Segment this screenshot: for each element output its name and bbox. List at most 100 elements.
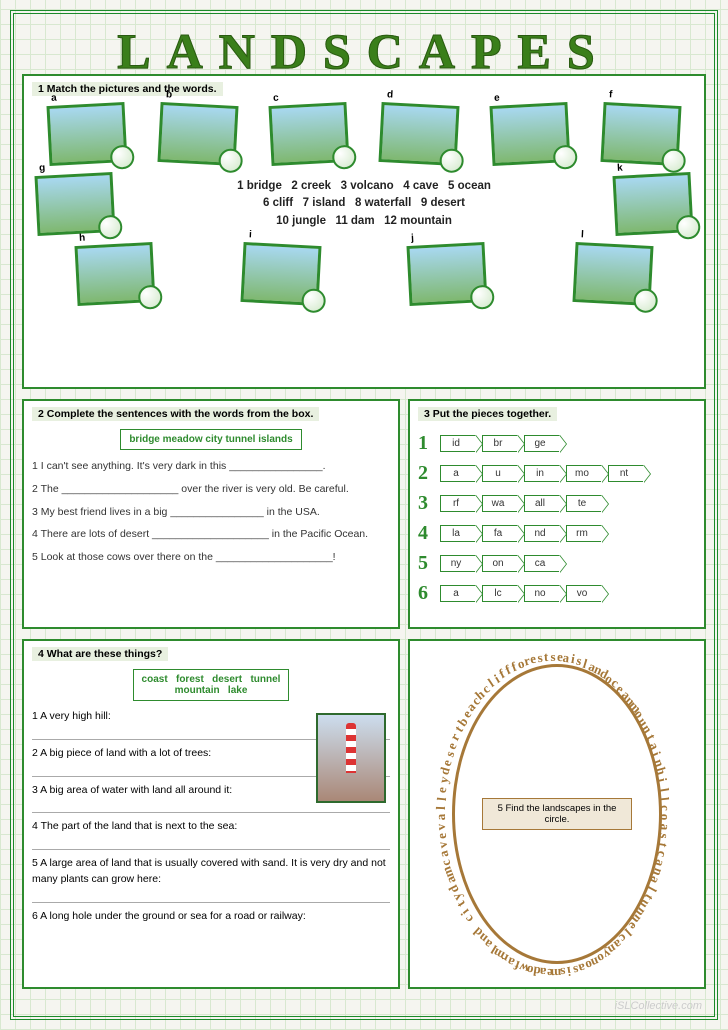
definition-clue[interactable]: 4 The part of the land that is next to t… <box>32 819 390 850</box>
thumb-h[interactable]: h <box>74 242 155 306</box>
s5-instruction: 5 Find the landscapes in the circle. <box>482 798 632 830</box>
piece-row: 2auinmont <box>418 462 696 485</box>
answer-circle[interactable] <box>470 284 495 309</box>
word-piece[interactable]: on <box>482 555 518 572</box>
s4-instruction: 4 What are these things? <box>32 647 168 661</box>
section-circle: seaislandoceanmountainhillcoastcanaltunn… <box>408 639 706 989</box>
circle-letter: e <box>434 832 451 840</box>
circle-letter: s <box>550 649 555 665</box>
word-piece[interactable]: nt <box>608 465 644 482</box>
circle-letter: e <box>434 785 451 793</box>
answer-circle[interactable] <box>110 145 135 170</box>
thumb-k[interactable]: k <box>612 172 693 236</box>
fill-sentence[interactable]: 5 Look at those cows over there on the _… <box>32 549 390 566</box>
answer-circle[interactable] <box>331 145 356 170</box>
word-piece[interactable]: ca <box>524 555 560 572</box>
word-piece[interactable]: a <box>440 585 476 602</box>
thumb-g[interactable]: g <box>34 172 115 236</box>
row-num: 3 <box>418 492 434 515</box>
word-piece[interactable]: in <box>524 465 560 482</box>
thumb-row-bottom: hijl <box>32 244 696 304</box>
word-piece[interactable]: la <box>440 525 476 542</box>
word-piece[interactable]: u <box>482 465 518 482</box>
section-complete: 2 Complete the sentences with the words … <box>22 399 400 629</box>
circle-letter: e <box>547 965 553 981</box>
word-piece[interactable]: te <box>566 495 602 512</box>
thumb-d[interactable]: d <box>379 102 460 166</box>
definition-clue[interactable]: 6 A long hole under the ground or sea fo… <box>32 909 390 939</box>
circle-letter: l <box>433 806 449 810</box>
piece-row: 5 nyonca <box>418 552 696 575</box>
row-num: 4 <box>418 522 434 545</box>
circle-letter: s <box>536 650 543 666</box>
thumb-b[interactable]: b <box>157 102 238 166</box>
word-piece[interactable]: no <box>524 585 560 602</box>
circle-letter: t <box>544 649 549 665</box>
s3-instruction: 3 Put the pieces together. <box>418 407 557 421</box>
piece-row: 4 lafandrm <box>418 522 696 545</box>
answer-circle[interactable] <box>138 284 163 309</box>
word-piece[interactable]: a <box>440 465 476 482</box>
answer-circle[interactable] <box>633 288 658 313</box>
word-piece[interactable]: rf <box>440 495 476 512</box>
piece-row: 6alcnovo <box>418 582 696 605</box>
piece-row: 1 idbrge <box>418 432 696 455</box>
piece-row: 3 rfwaallte <box>418 492 696 515</box>
word-piece[interactable]: all <box>524 495 560 512</box>
section-pieces: 3 Put the pieces together. 1idbrge2auinm… <box>408 399 706 629</box>
answer-circle[interactable] <box>676 214 701 239</box>
word-piece[interactable]: vo <box>566 585 602 602</box>
s2-instruction: 2 Complete the sentences with the words … <box>32 407 319 421</box>
word-piece[interactable]: wa <box>482 495 518 512</box>
section-definitions: 4 What are these things? coast forest de… <box>22 639 400 989</box>
word-piece[interactable]: br <box>482 435 518 452</box>
circle-letter: a <box>656 823 672 831</box>
thumb-c[interactable]: c <box>268 102 349 166</box>
word-piece[interactable]: nd <box>524 525 560 542</box>
s2-wordbox: bridge meadow city tunnel islands <box>120 429 301 450</box>
page-title: LANDSCAPES <box>22 22 706 80</box>
answer-circle[interactable] <box>301 288 326 313</box>
fill-sentence[interactable]: 1 I can't see anything. It's very dark i… <box>32 458 390 475</box>
word-piece[interactable]: lc <box>482 585 518 602</box>
fill-sentence[interactable]: 3 My best friend lives in a big ________… <box>32 504 390 521</box>
lighthouse-image <box>316 713 386 803</box>
row-num: 1 <box>418 432 434 455</box>
circle-letter: a <box>562 650 570 667</box>
fill-sentence[interactable]: 4 There are lots of desert _____________… <box>32 526 390 543</box>
thumb-row-top: abcdef <box>32 104 696 164</box>
thumb-e[interactable]: e <box>489 102 570 166</box>
fill-sentence[interactable]: 2 The ____________________ over the rive… <box>32 481 390 498</box>
word-piece[interactable]: id <box>440 435 476 452</box>
thumb-l[interactable]: l <box>572 242 653 306</box>
circle-letter: i <box>566 963 572 979</box>
section-match: 1 Match the pictures and the words. abcd… <box>22 74 706 389</box>
circle-letter: l <box>656 796 672 801</box>
thumb-i[interactable]: i <box>240 242 321 306</box>
row-num: 5 <box>418 552 434 575</box>
answer-circle[interactable] <box>98 214 123 239</box>
answer-circle[interactable] <box>553 145 578 170</box>
circle-letter: a <box>433 814 449 821</box>
circle-letter: c <box>657 805 673 811</box>
circle-letter: l <box>433 796 449 801</box>
s1-instruction: 1 Match the pictures and the words. <box>32 82 223 96</box>
definition-clue[interactable]: 5 A large area of land that is usually c… <box>32 856 390 903</box>
row-num: 2 <box>418 462 434 485</box>
circle-letter: v <box>433 823 449 831</box>
circle-letter: o <box>657 814 673 821</box>
row-num: 6 <box>418 582 434 605</box>
word-piece[interactable]: fa <box>482 525 518 542</box>
thumb-f[interactable]: f <box>600 102 681 166</box>
word-piece[interactable]: rm <box>566 525 602 542</box>
thumb-a[interactable]: a <box>47 102 128 166</box>
vocab-list: 1 bridge 2 creek 3 volcano 4 cave 5 ocea… <box>237 178 491 230</box>
watermark: iSLCollective.com <box>615 1000 702 1012</box>
word-piece[interactable]: ge <box>524 435 560 452</box>
circle-letter: y <box>435 776 452 786</box>
thumb-j[interactable]: j <box>406 242 487 306</box>
s4-wordbox: coast forest desert tunnelmountain lake <box>133 669 290 701</box>
word-piece[interactable]: mo <box>566 465 602 482</box>
word-piece[interactable]: ny <box>440 555 476 572</box>
worksheet-page: LANDSCAPES 1 Match the pictures and the … <box>10 10 718 1020</box>
